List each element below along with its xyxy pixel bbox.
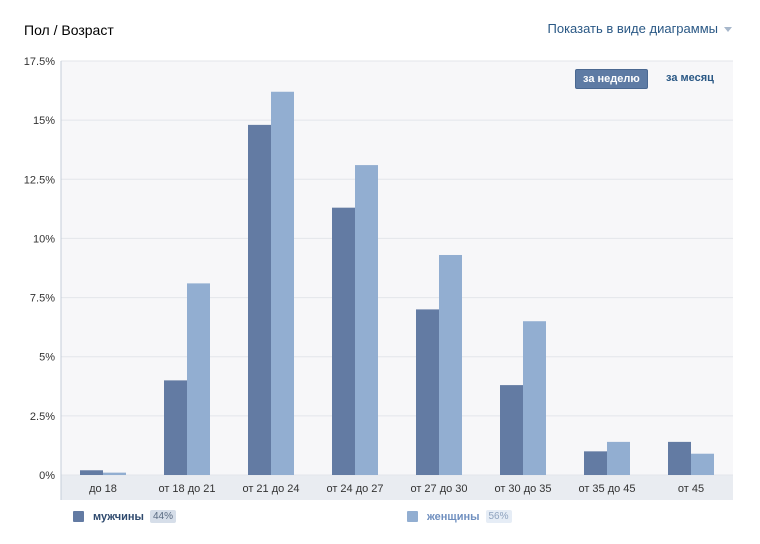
legend-women-swatch xyxy=(407,511,418,522)
bar-men xyxy=(332,207,355,475)
legend-men-percent: 44% xyxy=(149,510,176,523)
view-toggle-label: Показать в виде диаграммы xyxy=(547,21,719,36)
chart-title: Пол / Возраст xyxy=(24,22,114,38)
x-axis-band xyxy=(61,475,733,500)
legend-men-label: мужчины xyxy=(93,510,144,523)
legend-men[interactable]: мужчины 44% xyxy=(73,510,176,523)
bar-men xyxy=(248,124,271,476)
legend-women-percent: 56% xyxy=(485,510,512,523)
x-tick-label: от 27 до 30 xyxy=(410,483,467,495)
bar-men xyxy=(80,470,103,475)
bar-women xyxy=(103,472,126,475)
bar-women xyxy=(607,441,630,475)
bar-women xyxy=(523,321,546,475)
y-tick-label: 5% xyxy=(39,352,55,364)
plot-area xyxy=(61,61,733,475)
bar-women xyxy=(271,91,294,476)
x-tick-label: от 35 до 45 xyxy=(578,483,635,495)
y-tick-label: 7.5% xyxy=(30,293,55,305)
x-tick-label: от 30 до 35 xyxy=(494,483,551,495)
y-tick-label: 12.5% xyxy=(24,174,55,186)
y-tick-label: 0% xyxy=(39,470,55,482)
view-toggle[interactable]: Показать в виде диаграммы xyxy=(547,21,732,36)
bar-women xyxy=(187,283,210,475)
bar-women xyxy=(355,165,378,475)
chevron-down-icon xyxy=(724,27,732,32)
period-week-button[interactable]: за неделю xyxy=(575,69,648,89)
y-tick-label: 17.5% xyxy=(24,56,55,68)
legend-women-label: женщины xyxy=(427,510,480,523)
x-tick-label: от 18 до 21 xyxy=(158,483,215,495)
x-tick-label: от 45 xyxy=(678,483,704,495)
y-tick-label: 15% xyxy=(33,115,55,127)
bar-men xyxy=(416,309,439,475)
x-tick-label: от 24 до 27 xyxy=(326,483,383,495)
bar-men xyxy=(500,385,523,475)
x-tick-label: до 18 xyxy=(89,483,117,495)
bar-men xyxy=(164,380,187,475)
bar-men xyxy=(584,451,607,475)
y-tick-label: 10% xyxy=(33,233,55,245)
x-tick-label: от 21 до 24 xyxy=(242,483,299,495)
legend-men-swatch xyxy=(73,511,84,522)
bar-men xyxy=(668,441,691,475)
y-tick-label: 2.5% xyxy=(30,411,55,423)
bar-women xyxy=(439,254,462,475)
bar-women xyxy=(691,453,714,475)
period-month-button[interactable]: за месяц xyxy=(666,72,714,84)
legend-women[interactable]: женщины 56% xyxy=(407,510,512,523)
